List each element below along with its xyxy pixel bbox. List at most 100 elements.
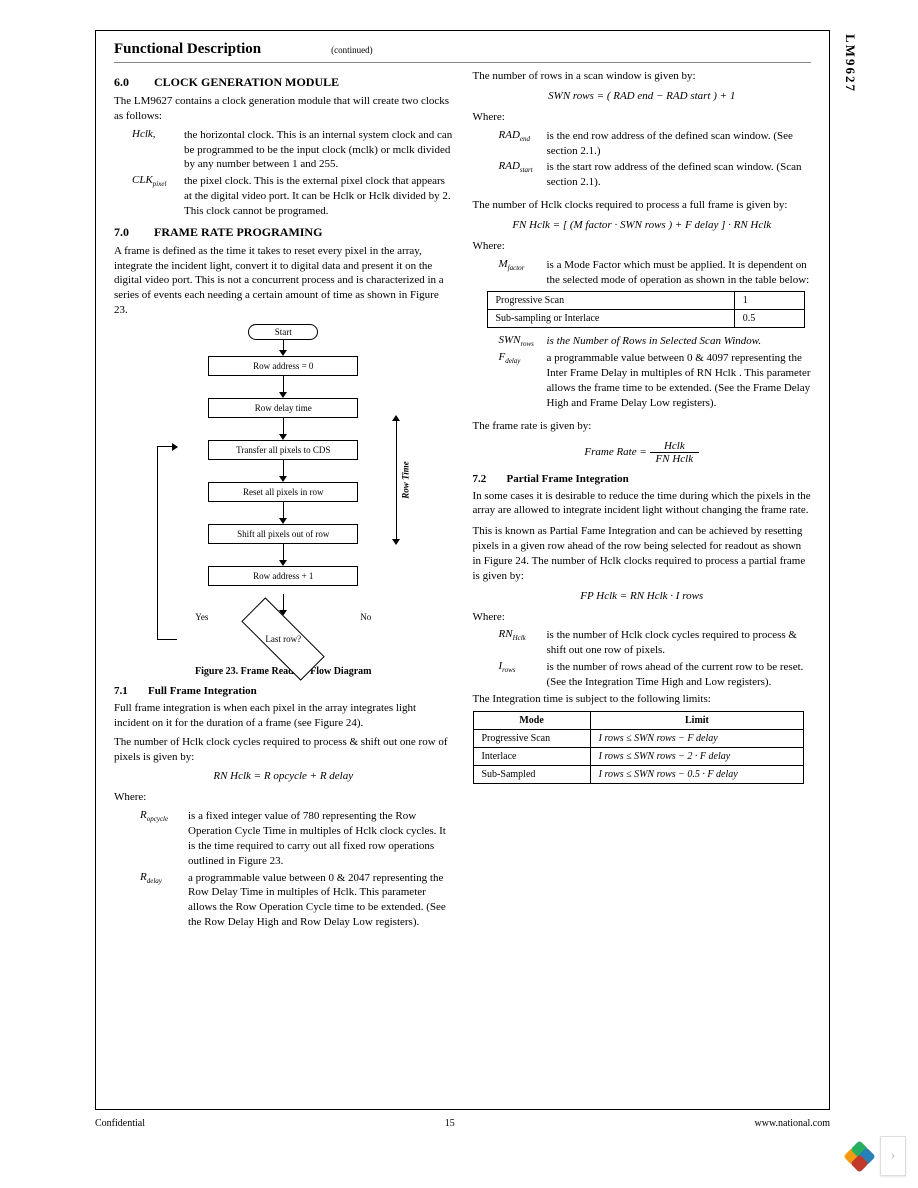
limits-cell: I rows ≤ SWN rows − 0.5 · F delay xyxy=(590,765,804,783)
eq-fp: FP Hclk = RN Hclk · I rows xyxy=(473,590,812,602)
sec72-p3: The Integration time is subject to the f… xyxy=(473,692,812,707)
table-row: Progressive Scan1 xyxy=(487,292,804,310)
right-p3: The frame rate is given by: xyxy=(473,419,812,434)
limits-cell: Sub-Sampled xyxy=(473,765,590,783)
section-6-heading: 6.0CLOCK GENERATION MODULE xyxy=(114,75,453,90)
table-row: InterlaceI rows ≤ SWN rows − 2 · F delay xyxy=(473,747,804,765)
sec6-intro: The LM9627 contains a clock generation m… xyxy=(114,94,453,124)
def-hclk: Hclk, the horizontal clock. This is an i… xyxy=(114,128,453,173)
where-rn-hclk-desc: is the number of Hclk clock cycles requi… xyxy=(547,628,812,658)
header-title: Functional Description xyxy=(114,41,261,58)
sec72-where: Where: xyxy=(473,610,812,625)
where-rn-hclk: RNHclk is the number of Hclk clock cycle… xyxy=(473,628,812,658)
limits-table: ModeLimit Progressive ScanI rows ≤ SWN r… xyxy=(473,711,805,784)
where-rad-end-desc: is the end row address of the defined sc… xyxy=(547,129,812,159)
footer-page-number: 15 xyxy=(445,1118,455,1129)
where-fdelay: Fdelay a programmable value between 0 & … xyxy=(473,351,812,410)
where-ropcycle-desc: is a fixed integer value of 780 represen… xyxy=(188,809,453,868)
eq-swn: SWN rows = ( RAD end − RAD start ) + 1 xyxy=(473,90,812,102)
flow-yes: Yes xyxy=(195,612,208,622)
right-where1: Where: xyxy=(473,110,812,125)
next-page-button[interactable]: › xyxy=(880,1136,906,1176)
flow-loopback xyxy=(157,446,177,640)
flow-no: No xyxy=(360,612,371,622)
section-72-num: 7.2 xyxy=(473,473,507,485)
sec71-p1: Full frame integration is when each pixe… xyxy=(114,701,453,731)
where-irows-desc: is the number of rows ahead of the curre… xyxy=(547,660,812,690)
section-7-num: 7.0 xyxy=(114,225,154,240)
right-where2: Where: xyxy=(473,239,812,254)
section-72-heading: 7.2Partial Frame Integration xyxy=(473,473,812,485)
flow-transfer-cds: Transfer all pixels to CDS xyxy=(208,440,358,460)
eq-rn: RN Hclk = R opcycle + R delay xyxy=(114,770,453,782)
where-rad-end: RADend is the end row address of the def… xyxy=(473,129,812,159)
where-mfactor-desc: is a Mode Factor which must be applied. … xyxy=(547,258,812,288)
mode-cell: 1 xyxy=(734,292,804,310)
limits-cell: Progressive Scan xyxy=(473,729,590,747)
limits-cell: Interlace xyxy=(473,747,590,765)
eq-frame-rate: Frame Rate = HclkFN Hclk xyxy=(473,440,812,465)
section-71-num: 7.1 xyxy=(114,685,148,697)
row-time-label: Row Time xyxy=(401,461,411,498)
flow-decision-text: Last row? xyxy=(223,634,343,644)
where-swn-rows-desc: is the Number of Rows in Selected Scan W… xyxy=(547,334,812,349)
def-hclk-term: Hclk, xyxy=(114,128,184,173)
table-row: ModeLimit xyxy=(473,711,804,729)
page-frame: Functional Description (continued) 6.0CL… xyxy=(95,30,830,1110)
where-rad-start-desc: is the start row address of the defined … xyxy=(547,160,812,190)
row-time-brace: Row Time xyxy=(387,416,397,544)
page-footer: Confidential 15 www.national.com xyxy=(95,1118,830,1129)
flow-reset-pixels: Reset all pixels in row xyxy=(208,482,358,502)
page-header: Functional Description (continued) xyxy=(114,41,811,63)
sec71-p2: The number of Hclk clock cycles required… xyxy=(114,735,453,765)
def-hclk-desc: the horizontal clock. This is an interna… xyxy=(184,128,453,173)
table-row: Sub-SampledI rows ≤ SWN rows − 0.5 · F d… xyxy=(473,765,804,783)
sec71-where: Where: xyxy=(114,790,453,805)
footer-confidential: Confidential xyxy=(95,1118,145,1129)
sec72-p1: In some cases it is desirable to reduce … xyxy=(473,489,812,519)
limits-header: Mode xyxy=(473,711,590,729)
header-continued: (continued) xyxy=(331,45,372,55)
section-71-title: Full Frame Integration xyxy=(148,685,257,697)
mode-cell: Sub-sampling or Interlace xyxy=(487,310,734,328)
sec72-p2: This is known as Partial Fame Integratio… xyxy=(473,524,812,583)
mode-factor-table: Progressive Scan1 Sub-sampling or Interl… xyxy=(487,291,805,328)
right-p1: The number of rows in a scan window is g… xyxy=(473,69,812,84)
flow-row-delay: Row delay time xyxy=(208,398,358,418)
flow-shift-pixels: Shift all pixels out of row xyxy=(208,524,358,544)
logo-icon xyxy=(844,1141,874,1171)
limits-cell: I rows ≤ SWN rows − 2 · F delay xyxy=(590,747,804,765)
section-7-title: FRAME RATE PROGRAMING xyxy=(154,225,322,239)
flow-row-addr-inc: Row address + 1 xyxy=(208,566,358,586)
flowchart: Start Row address = 0 Row Time Row delay… xyxy=(143,324,423,662)
section-72-title: Partial Frame Integration xyxy=(507,473,629,485)
right-p2: The number of Hclk clocks required to pr… xyxy=(473,198,812,213)
eq-fn: FN Hclk = [ (M factor · SWN rows ) + F d… xyxy=(473,219,812,231)
table-row: Sub-sampling or Interlace0.5 xyxy=(487,310,804,328)
where-mfactor: Mfactor is a Mode Factor which must be a… xyxy=(473,258,812,288)
chevron-right-icon: › xyxy=(891,1148,896,1164)
where-rdelay: Rdelay a programmable value between 0 & … xyxy=(114,871,453,930)
where-irows: Irows is the number of rows ahead of the… xyxy=(473,660,812,690)
def-clkpixel: CLKpixel the pixel clock. This is the ex… xyxy=(114,174,453,219)
mode-cell: 0.5 xyxy=(734,310,804,328)
section-7-heading: 7.0FRAME RATE PROGRAMING xyxy=(114,225,453,240)
section-71-heading: 7.1Full Frame Integration xyxy=(114,685,453,697)
def-clkpixel-desc: the pixel clock. This is the external pi… xyxy=(184,174,453,219)
def-clkpixel-term: CLKpixel xyxy=(114,174,184,219)
where-rad-start: RADstart is the start row address of the… xyxy=(473,160,812,190)
section-6-num: 6.0 xyxy=(114,75,154,90)
where-fdelay-desc: a programmable value between 0 & 4097 re… xyxy=(547,351,812,410)
where-ropcycle: Ropcycle is a fixed integer value of 780… xyxy=(114,809,453,868)
mode-cell: Progressive Scan xyxy=(487,292,734,310)
section-6-title: CLOCK GENERATION MODULE xyxy=(154,75,339,89)
left-column: 6.0CLOCK GENERATION MODULE The LM9627 co… xyxy=(114,69,453,932)
side-part-number: LM9627 xyxy=(842,34,858,93)
flow-start: Start xyxy=(248,324,318,340)
figure-23-caption: Figure 23. Frame Readout Flow Diagram xyxy=(114,666,453,677)
where-swn-rows: SWNrows is the Number of Rows in Selecte… xyxy=(473,334,812,349)
where-rdelay-desc: a programmable value between 0 & 2047 re… xyxy=(188,871,453,930)
sec7-intro: A frame is defined as the time it takes … xyxy=(114,244,453,318)
flow-decision: Last row? xyxy=(223,616,343,662)
limits-cell: I rows ≤ SWN rows − F delay xyxy=(590,729,804,747)
